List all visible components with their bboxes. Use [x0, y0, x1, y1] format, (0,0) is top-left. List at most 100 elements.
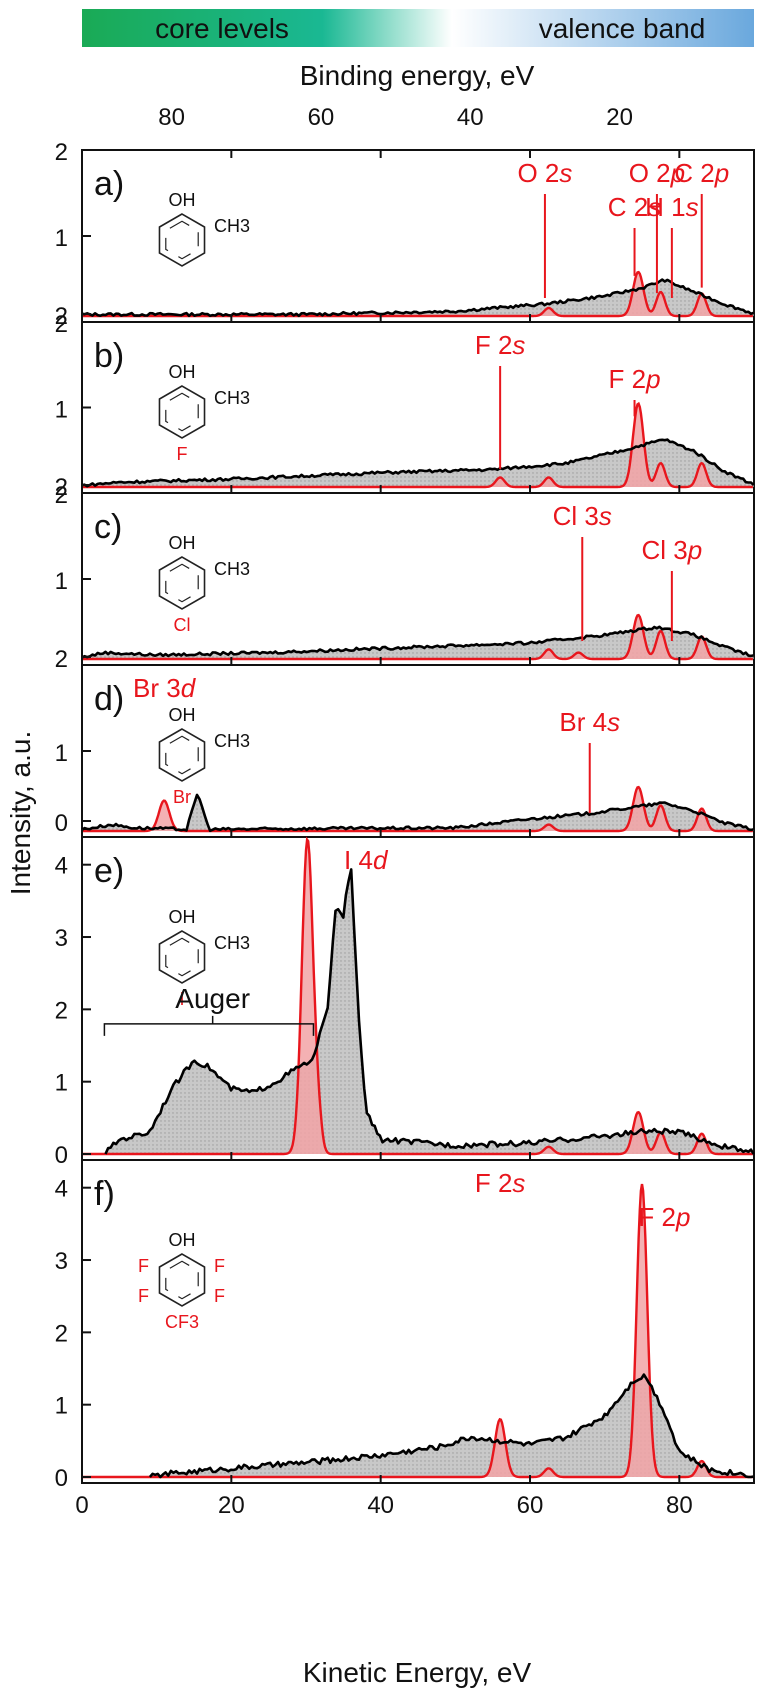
theory-line	[82, 785, 753, 833]
annotation-label-0: Cl 3s	[553, 501, 612, 531]
theory-line	[82, 613, 753, 661]
annotation-orbital: s	[686, 192, 699, 222]
benzene-inner	[165, 1260, 199, 1300]
panel-2: 2 1 2 c) OH CH3 Cl Cl 3s Cl 3p	[55, 482, 755, 673]
annotation-orbital: s	[512, 330, 525, 360]
experiment-line	[81, 278, 755, 318]
experiment-fill	[149, 1374, 754, 1477]
atom-f: F	[138, 1286, 149, 1306]
y-tick-label-3: 3	[55, 925, 68, 952]
annotation-auger: Auger	[175, 983, 250, 1014]
y-tick-label-0: 0	[55, 1142, 68, 1169]
atom-substituent: Br	[173, 787, 191, 807]
y-axis-label: Intensity, a.u.	[5, 731, 36, 895]
annotation-orbital: s	[599, 501, 612, 531]
benzene-inner	[165, 735, 199, 775]
auger-bracket	[103, 1015, 315, 1036]
benzene-ring	[158, 385, 206, 439]
panel-4: 0 1 2 3 4 e) OH CH3 I I 4d Auger	[55, 836, 755, 1169]
molecule-structure: OH CH3 I	[158, 907, 250, 1009]
x-axis-label: Kinetic Energy, eV	[303, 1657, 532, 1688]
y-tick-label-4: 4	[55, 1176, 68, 1203]
y-tick-label-2: 2	[55, 997, 68, 1024]
annotation-label-4: C 2p	[674, 158, 729, 188]
panel-label: c)	[94, 508, 122, 546]
annotation-label-0: Br 3d	[133, 673, 197, 703]
experiment-fill	[82, 794, 754, 831]
atom-oh: OH	[169, 705, 196, 725]
panels: 2 1 2 a) OH CH3 O 2s C 2s O 2p H 1s C 2p 2 1 2 b) OH CH3…	[55, 139, 755, 1519]
panel-label: e)	[94, 852, 124, 890]
annotation-label-1: F 2p	[638, 1202, 690, 1232]
atom-oh: OH	[169, 190, 196, 210]
y-tick-label-0: 2	[55, 139, 68, 166]
valence-band-band	[452, 9, 754, 47]
top-tick-label-3: 20	[606, 104, 633, 131]
benzene-ring	[158, 930, 206, 984]
y-tick-label-2: 2	[55, 474, 68, 501]
atom-ch3: CH3	[214, 388, 250, 408]
y-tick-label-0: 0	[55, 810, 68, 837]
panel-3: 0 1 d) OH CH3 Br Br 3d Br 4s	[55, 664, 755, 838]
experiment-fill	[105, 869, 754, 1154]
experiment-line	[148, 1373, 754, 1479]
panel-label: a)	[94, 165, 124, 203]
experiment-line	[81, 438, 755, 488]
annotation-label-0: I 4d	[344, 845, 389, 875]
x-tick-label-4: 80	[666, 1492, 693, 1519]
benzene-ring	[158, 556, 206, 610]
annotation-label-1: C 2s	[608, 192, 661, 222]
valence-band-label: valence band	[539, 13, 706, 44]
molecule-structure: OH CH3	[158, 190, 250, 267]
theory-line	[82, 401, 753, 489]
top-tick-label-2: 40	[457, 104, 484, 131]
atom-substituent: F	[177, 444, 188, 464]
annotation-orbital: p	[670, 158, 685, 188]
annotation-label-2: O 2p	[629, 158, 685, 188]
binding-energy-ticks: 80 60 40 20	[158, 104, 633, 131]
y-tick-label-1: 1	[55, 1070, 68, 1097]
y-tick-label-1: 1	[55, 397, 68, 424]
annotation-orbital: p	[645, 364, 660, 394]
annotation-label-1: Br 4s	[559, 707, 620, 737]
x-tick-label-2: 40	[367, 1492, 394, 1519]
atom-oh: OH	[169, 533, 196, 553]
experiment-fill	[82, 626, 754, 659]
binding-energy-title: Binding energy, eV	[300, 60, 535, 91]
annotation-label-1: F 2p	[609, 364, 661, 394]
x-tick-label-1: 20	[218, 1492, 245, 1519]
panel-0: 2 1 2 a) OH CH3 O 2s C 2s O 2p H 1s C 2p	[55, 139, 755, 330]
y-tick-label-1: 1	[55, 225, 68, 252]
panel-label: d)	[94, 680, 124, 718]
y-tick-label-2: 2	[55, 1320, 68, 1347]
atom-substituent: Cl	[174, 615, 191, 635]
atom-substituent: I	[179, 989, 184, 1009]
theory-line	[82, 1183, 753, 1479]
x-tick-label-3: 60	[517, 1492, 544, 1519]
y-tick-label-3: 3	[55, 1248, 68, 1275]
panel-label: f)	[94, 1175, 115, 1213]
y-tick-label-0: 0	[55, 1465, 68, 1492]
annotation-orbital: p	[714, 158, 729, 188]
experiment-fill	[82, 439, 754, 487]
experiment-line	[104, 868, 755, 1155]
atom-ch3: CH3	[214, 216, 250, 236]
annotation-orbital: p	[687, 535, 702, 565]
panel-frame	[81, 1159, 755, 1484]
annotation-label-0: F 2s	[475, 1168, 526, 1198]
annotation-orbital: s	[559, 158, 572, 188]
benzene-ring	[158, 1253, 206, 1307]
atom-ch3: CH3	[214, 559, 250, 579]
y-tick-label-1: 1	[55, 568, 68, 595]
top-tick-label-1: 60	[308, 104, 335, 131]
y-tick-label-2: 2	[55, 646, 68, 673]
atom-f: F	[138, 1256, 149, 1276]
y-tick-label-1: 1	[55, 1393, 68, 1420]
panel-label: b)	[94, 337, 124, 375]
benzene-inner	[165, 563, 199, 603]
annotation-orbital: d	[373, 845, 389, 875]
atom-oh: OH	[169, 907, 196, 927]
